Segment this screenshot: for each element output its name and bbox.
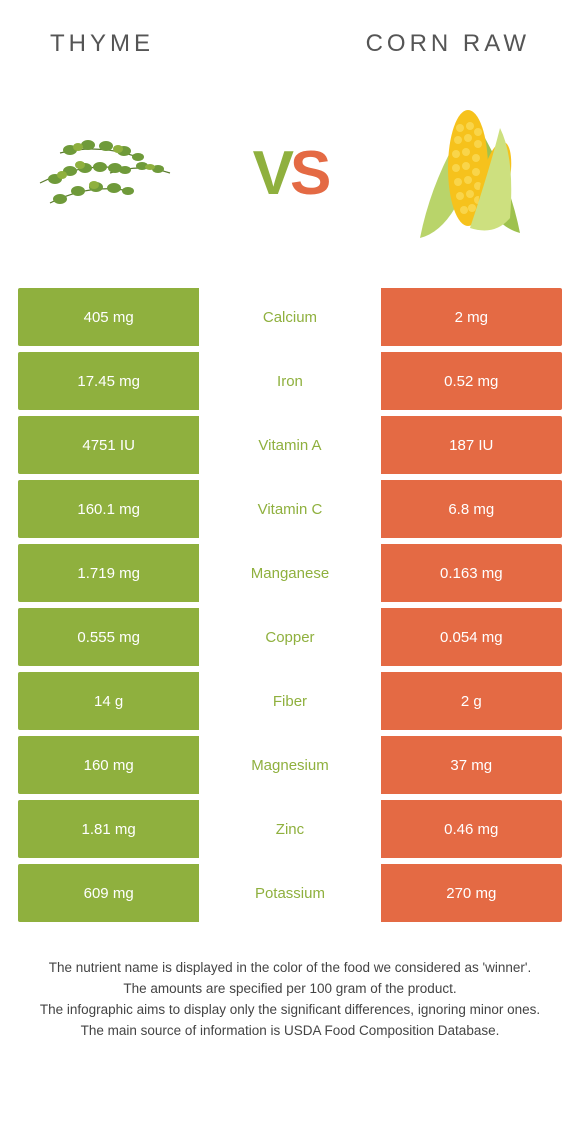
left-value: 160 mg <box>18 736 199 794</box>
left-value: 1.719 mg <box>18 544 199 602</box>
footer-line: The nutrient name is displayed in the co… <box>20 958 560 979</box>
nutrient-label: Copper <box>199 608 380 666</box>
right-value: 6.8 mg <box>381 480 562 538</box>
left-value: 4751 IU <box>18 416 199 474</box>
right-value: 2 g <box>381 672 562 730</box>
left-value: 14 g <box>18 672 199 730</box>
corn-icon <box>400 98 540 248</box>
left-value: 160.1 mg <box>18 480 199 538</box>
right-value: 2 mg <box>381 288 562 346</box>
table-row: 160 mgMagnesium37 mg <box>18 736 562 794</box>
right-value: 37 mg <box>381 736 562 794</box>
nutrient-label: Iron <box>199 352 380 410</box>
right-value: 270 mg <box>381 864 562 922</box>
nutrient-label: Potassium <box>199 864 380 922</box>
right-value: 0.46 mg <box>381 800 562 858</box>
table-row: 609 mgPotassium270 mg <box>18 864 562 922</box>
table-row: 1.719 mgManganese0.163 mg <box>18 544 562 602</box>
header: Thyme Corn raw <box>0 0 580 68</box>
footer-line: The amounts are specified per 100 gram o… <box>20 979 560 1000</box>
table-row: 1.81 mgZinc0.46 mg <box>18 800 562 858</box>
vs-label: VS <box>253 138 328 209</box>
table-row: 0.555 mgCopper0.054 mg <box>18 608 562 666</box>
left-value: 609 mg <box>18 864 199 922</box>
vs-s: S <box>290 139 327 208</box>
nutrient-label: Fiber <box>199 672 380 730</box>
vs-v: V <box>253 139 290 208</box>
image-row: VS <box>0 68 580 288</box>
table-row: 17.45 mgIron0.52 mg <box>18 352 562 410</box>
food-left-title: Thyme <box>50 30 154 58</box>
nutrient-label: Calcium <box>199 288 380 346</box>
right-value: 187 IU <box>381 416 562 474</box>
footer-line: The infographic aims to display only the… <box>20 1000 560 1021</box>
left-value: 0.555 mg <box>18 608 199 666</box>
footer-line: The main source of information is USDA F… <box>20 1021 560 1042</box>
footer-notes: The nutrient name is displayed in the co… <box>0 928 580 1042</box>
nutrient-label: Magnesium <box>199 736 380 794</box>
right-value: 0.52 mg <box>381 352 562 410</box>
comparison-table: 405 mgCalcium2 mg 17.45 mgIron0.52 mg 4751… <box>0 288 580 922</box>
table-row: 405 mgCalcium2 mg <box>18 288 562 346</box>
thyme-icon <box>30 113 190 233</box>
corn-image <box>390 93 550 253</box>
nutrient-label: Vitamin A <box>199 416 380 474</box>
left-value: 1.81 mg <box>18 800 199 858</box>
left-value: 405 mg <box>18 288 199 346</box>
left-value: 17.45 mg <box>18 352 199 410</box>
thyme-image <box>30 93 190 253</box>
table-row: 14 gFiber2 g <box>18 672 562 730</box>
nutrient-label: Vitamin C <box>199 480 380 538</box>
table-row: 160.1 mgVitamin C6.8 mg <box>18 480 562 538</box>
nutrient-label: Manganese <box>199 544 380 602</box>
table-row: 4751 IUVitamin A187 IU <box>18 416 562 474</box>
nutrient-label: Zinc <box>199 800 380 858</box>
food-right-title: Corn raw <box>366 30 530 58</box>
right-value: 0.163 mg <box>381 544 562 602</box>
right-value: 0.054 mg <box>381 608 562 666</box>
